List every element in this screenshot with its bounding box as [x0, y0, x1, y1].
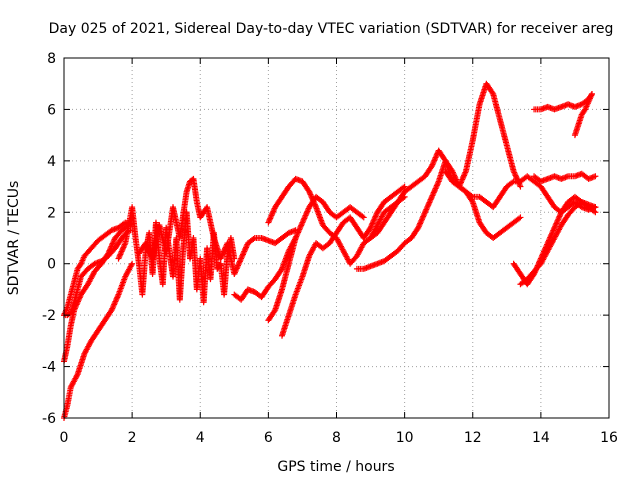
data-point	[517, 214, 524, 221]
series-trace-i	[279, 183, 408, 339]
y-tick-label: -6	[42, 411, 56, 427]
data-point	[129, 260, 136, 267]
y-tick-label: -2	[42, 308, 56, 324]
x-tick-label: 8	[332, 430, 341, 446]
series-trace-k	[353, 157, 524, 272]
series-trace-o	[531, 170, 599, 185]
data-point	[509, 179, 516, 186]
grid	[64, 58, 609, 418]
data-point	[588, 91, 595, 97]
x-tick-label: 12	[464, 430, 482, 446]
x-axis-label: GPS time / hours	[277, 459, 394, 475]
x-tick-label: 4	[196, 430, 205, 446]
data-point	[489, 89, 496, 96]
series-trace-j	[265, 175, 408, 267]
x-tick-label: 0	[60, 430, 69, 446]
y-tick-label: 6	[47, 102, 56, 118]
x-tick-label: 6	[264, 430, 273, 446]
data-point	[250, 236, 257, 243]
data-point	[468, 192, 475, 199]
series-trace-p	[517, 199, 599, 288]
x-tick-label: 2	[128, 430, 137, 446]
data-points	[61, 80, 599, 421]
x-tick-label: 10	[396, 430, 414, 446]
series-trace-r	[571, 91, 595, 139]
y-tick-label: 2	[47, 205, 56, 221]
y-tick-label: 8	[47, 51, 56, 67]
y-tick-label: 0	[47, 257, 56, 273]
data-point	[271, 308, 278, 315]
data-point	[441, 156, 448, 163]
data-point	[516, 215, 523, 222]
y-tick-label: -4	[42, 360, 56, 376]
series-trace-d	[61, 219, 136, 319]
data-point	[401, 183, 408, 190]
data-point	[400, 184, 407, 191]
chart-title: Day 025 of 2021, Sidereal Day-to-day VTE…	[49, 21, 614, 37]
y-axis-label: SDTVAR / TECUs	[6, 181, 22, 296]
data-point	[592, 204, 599, 211]
axis-ticks: 0 2 4 6 8 10 12 14 16 -6 -4 -2 0 2 4 6 8	[42, 51, 618, 446]
y-tick-label: 4	[47, 154, 56, 170]
x-tick-label: 16	[600, 430, 618, 446]
data-point	[360, 214, 367, 221]
series-trace-h	[265, 193, 367, 324]
data-point	[359, 213, 366, 220]
series-trace-l	[367, 80, 524, 241]
series-trace-f	[135, 175, 299, 277]
x-tick-label: 14	[532, 430, 550, 446]
data-point	[517, 183, 524, 190]
data-point	[592, 173, 599, 180]
data-point	[592, 209, 599, 216]
